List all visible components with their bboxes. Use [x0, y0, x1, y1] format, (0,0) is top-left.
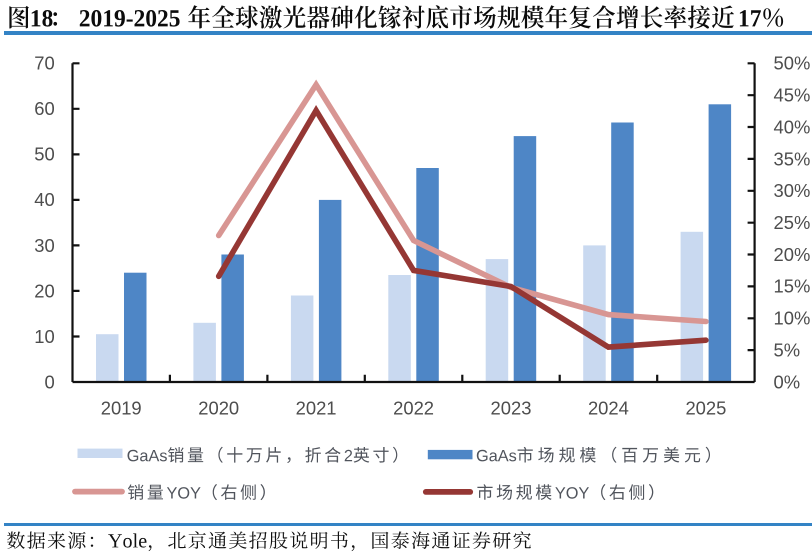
svg-text:45%: 45%: [774, 85, 811, 106]
svg-text:2025: 2025: [685, 398, 726, 419]
svg-text:5%: 5%: [774, 340, 801, 361]
svg-text:25%: 25%: [774, 212, 811, 233]
svg-text:2024: 2024: [588, 398, 629, 419]
svg-text:10%: 10%: [774, 308, 811, 329]
svg-text:15%: 15%: [774, 276, 811, 297]
svg-text:20: 20: [34, 280, 54, 301]
svg-text:50%: 50%: [774, 53, 811, 74]
svg-text:2019: 2019: [101, 398, 142, 419]
svg-text:20%: 20%: [774, 244, 811, 265]
svg-text:2021: 2021: [296, 398, 337, 419]
svg-text:70: 70: [34, 53, 54, 74]
svg-text:40: 40: [34, 189, 54, 210]
svg-text:2022: 2022: [393, 398, 434, 419]
svg-text:50: 50: [34, 144, 54, 165]
svg-text:40%: 40%: [774, 116, 811, 137]
svg-text:2023: 2023: [491, 398, 532, 419]
svg-text:30%: 30%: [774, 180, 811, 201]
svg-text:35%: 35%: [774, 148, 811, 169]
svg-text:0%: 0%: [774, 371, 801, 392]
svg-text:60: 60: [34, 98, 54, 119]
svg-text:0: 0: [44, 371, 54, 392]
svg-text:10: 10: [34, 326, 54, 347]
svg-text:30: 30: [34, 235, 54, 256]
svg-text:2020: 2020: [198, 398, 239, 419]
